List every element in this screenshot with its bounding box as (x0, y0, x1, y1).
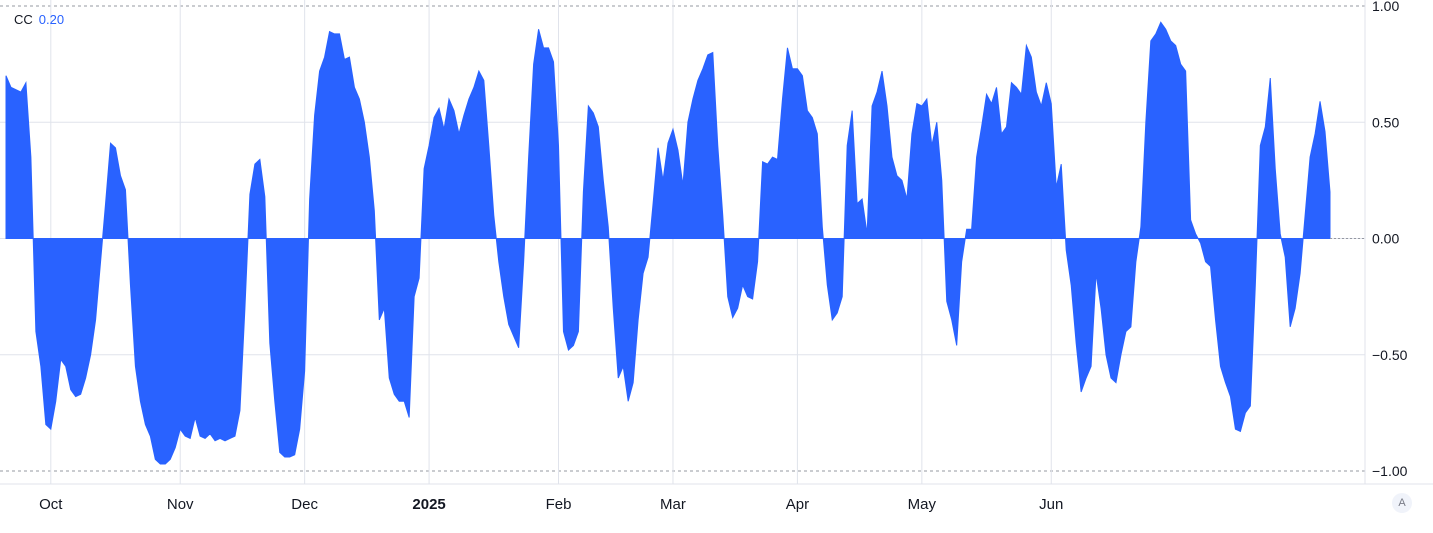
y-tick-label: 0.00 (1372, 231, 1399, 247)
x-tick-label: Mar (660, 496, 686, 513)
x-tick-label: May (908, 496, 937, 513)
cc-series-area (5, 21, 1331, 465)
legend-name: CC (14, 12, 33, 27)
x-tick-label: Oct (39, 496, 63, 513)
y-tick-label: 0.50 (1372, 114, 1399, 130)
x-tick-label: Feb (546, 496, 572, 513)
y-tick-label: 1.00 (1372, 0, 1399, 14)
area-layer (5, 21, 1365, 465)
x-tick-label: Dec (291, 496, 318, 513)
y-tick-label: −0.50 (1372, 347, 1408, 363)
y-tick-label: −1.00 (1372, 463, 1408, 479)
indicator-legend[interactable]: CC 0.20 (14, 12, 64, 27)
x-tick-label: Jun (1039, 496, 1063, 513)
x-tick-label: Apr (786, 496, 809, 513)
axis-layer: 1.00 0.50 0.00 −0.50 −1.00 Oct Nov Dec 2025 Feb Ma… (0, 0, 1433, 513)
legend-value: 0.20 (38, 12, 65, 27)
x-tick-label: Nov (167, 496, 194, 513)
x-tick-label: 2025 (412, 496, 445, 513)
auto-scale-button[interactable]: A (1392, 493, 1412, 513)
